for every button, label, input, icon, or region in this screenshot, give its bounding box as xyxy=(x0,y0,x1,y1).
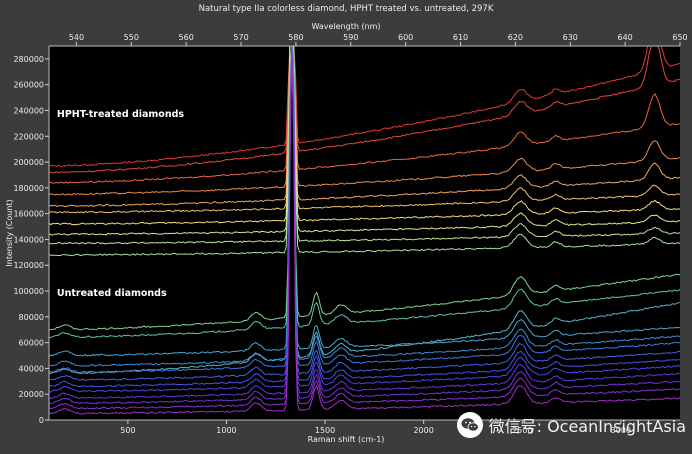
series-line-hpht xyxy=(48,45,681,174)
top-tick-label: 590 xyxy=(343,33,358,42)
annotation-label: HPHT-treated diamonds xyxy=(57,109,185,120)
series-line-untreated xyxy=(48,45,681,357)
series-line-hpht xyxy=(48,45,681,214)
top-tick-label: 600 xyxy=(398,33,413,42)
series-line-untreated xyxy=(48,45,680,388)
y-tick-label: 60000 xyxy=(19,339,44,348)
x-tick-label: 500 xyxy=(120,426,135,435)
series-line-untreated xyxy=(48,45,681,367)
top-tick-label: 610 xyxy=(453,33,468,42)
series-line-hpht xyxy=(48,45,681,245)
y-axis-ticks: 0 20000 40000 60000 80000 100000 120000 140000 1… xyxy=(13,55,49,425)
series-line-untreated xyxy=(48,45,681,331)
x-axis-ticks: 500 1000 1500 2000 2500 3000 xyxy=(120,420,631,435)
x-tick-label: 2500 xyxy=(512,426,532,435)
series-line-untreated xyxy=(48,45,681,381)
y-axis-label: Intensity (Count) xyxy=(5,199,14,266)
series-line-untreated xyxy=(48,45,681,405)
watermark-text: 微信号: OceanInsightAsia xyxy=(488,417,686,436)
x-axis-label: Raman shift (cm-1) xyxy=(308,435,385,444)
top-axis-ticks: 540 550 560 570 580 590 600 610 620 630 640 650 xyxy=(69,33,688,46)
y-tick-label: 40000 xyxy=(19,364,44,373)
top-tick-label: 650 xyxy=(672,33,687,42)
y-tick-label: 160000 xyxy=(13,210,44,219)
top-tick-label: 620 xyxy=(508,33,523,42)
series-line-untreated xyxy=(49,45,681,399)
series-line-hpht xyxy=(48,45,681,257)
top-axis-label: Wavelength (nm) xyxy=(311,22,380,31)
series-line-untreated xyxy=(48,45,681,375)
y-tick-label: 140000 xyxy=(13,235,44,244)
top-tick-label: 640 xyxy=(617,33,632,42)
plot-area xyxy=(49,46,680,420)
series-line-hpht xyxy=(48,45,681,196)
top-tick-label: 570 xyxy=(233,33,248,42)
series-line-untreated xyxy=(48,45,681,339)
series-line-hpht xyxy=(48,45,681,167)
series-line-hpht xyxy=(48,45,681,236)
y-tick-label: 240000 xyxy=(13,106,44,115)
chart-title: Natural type IIa colorless diamond, HPHT… xyxy=(199,4,494,14)
top-tick-label: 540 xyxy=(69,33,84,42)
y-tick-label: 280000 xyxy=(13,55,44,64)
series-line-hpht xyxy=(48,45,681,184)
y-tick-label: 80000 xyxy=(19,313,44,322)
y-tick-label: 20000 xyxy=(19,390,44,399)
series-group xyxy=(48,45,681,415)
x-tick-label: 3000 xyxy=(611,426,631,435)
series-line-untreated xyxy=(48,45,681,374)
annotation-label: Untreated diamonds xyxy=(57,288,167,299)
y-tick-label: 220000 xyxy=(13,132,44,141)
x-tick-label: 1000 xyxy=(216,426,236,435)
top-tick-label: 580 xyxy=(288,33,303,42)
series-line-untreated xyxy=(48,45,681,415)
y-tick-label: 100000 xyxy=(13,287,44,296)
annotations: HPHT-treated diamonds Untreated diamonds xyxy=(57,109,185,299)
x-tick-label: 1500 xyxy=(315,426,335,435)
series-line-hpht xyxy=(48,45,681,208)
watermark: 微信号: OceanInsightAsia xyxy=(456,412,686,438)
series-line-untreated xyxy=(48,45,681,410)
y-tick-label: 0 xyxy=(39,416,44,425)
y-tick-label: 200000 xyxy=(13,158,44,167)
top-tick-label: 560 xyxy=(179,33,194,42)
series-line-hpht xyxy=(48,45,681,226)
series-line-untreated xyxy=(48,45,681,393)
wechat-icon xyxy=(456,412,483,438)
top-tick-label: 550 xyxy=(124,33,139,42)
top-tick-label: 630 xyxy=(563,33,578,42)
y-tick-label: 180000 xyxy=(13,184,44,193)
y-tick-label: 260000 xyxy=(13,81,44,90)
x-tick-label: 2000 xyxy=(413,426,433,435)
y-tick-label: 120000 xyxy=(13,261,44,270)
